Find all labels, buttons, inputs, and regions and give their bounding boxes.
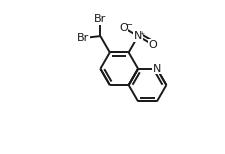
- Text: N: N: [153, 64, 161, 74]
- Text: Br: Br: [94, 14, 106, 24]
- Text: Br: Br: [77, 33, 90, 43]
- Text: −: −: [125, 21, 132, 30]
- Text: O: O: [148, 40, 157, 50]
- Text: N: N: [134, 31, 142, 41]
- Text: +: +: [140, 31, 145, 36]
- Text: O: O: [119, 23, 128, 33]
